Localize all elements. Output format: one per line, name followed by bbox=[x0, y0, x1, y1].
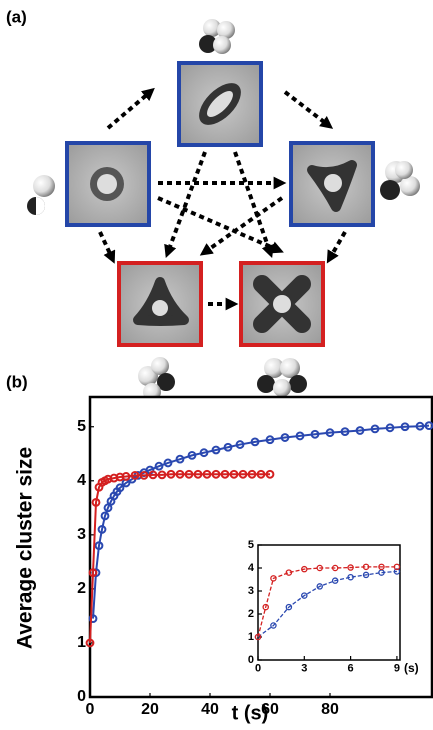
cluster bbox=[324, 174, 342, 192]
panel-label: (a) bbox=[6, 7, 27, 26]
y-axis-label: Average cluster size bbox=[14, 447, 37, 649]
x-tick-label: 6 bbox=[348, 663, 354, 675]
figure: (a) 0123450204060800123450369( bbox=[0, 0, 433, 725]
arrow bbox=[330, 232, 345, 258]
x-tick-label: 20 bbox=[141, 701, 159, 718]
y-tick-label: 5 bbox=[248, 539, 254, 551]
plot-area bbox=[258, 545, 400, 660]
x-tick-label: 0 bbox=[255, 663, 261, 675]
y-tick-label: 2 bbox=[77, 580, 86, 597]
x-tick-label: 0 bbox=[86, 701, 95, 718]
x-tick-label: 3 bbox=[301, 663, 307, 675]
x-axis-label: t (s) bbox=[232, 702, 269, 724]
arrow bbox=[168, 152, 205, 252]
arrow bbox=[285, 92, 328, 125]
y-tick-label: 1 bbox=[248, 631, 254, 643]
y-tick-label: 5 bbox=[77, 418, 86, 435]
y-tick-label: 3 bbox=[77, 526, 86, 543]
cluster bbox=[273, 295, 291, 313]
y-tick-label: 2 bbox=[248, 608, 254, 620]
y-tick-label: 4 bbox=[248, 562, 255, 574]
y-tick-label: 1 bbox=[77, 634, 86, 651]
cluster bbox=[152, 300, 168, 316]
cluster bbox=[97, 174, 117, 194]
arrow bbox=[100, 232, 112, 258]
x-tick-label: 80 bbox=[321, 701, 339, 718]
x-tick-label: 40 bbox=[201, 701, 219, 718]
x-tick-label: 9 bbox=[394, 663, 400, 675]
arrow bbox=[108, 92, 150, 128]
panel-label: (b) bbox=[6, 372, 28, 391]
page: {"panel_a": {"label": "(a)"}, "chart_dat… bbox=[0, 0, 433, 725]
y-tick-label: 0 bbox=[248, 654, 254, 666]
y-tick-label: 4 bbox=[77, 472, 86, 489]
y-tick-label: 3 bbox=[248, 585, 254, 597]
x-axis-label: (s) bbox=[404, 661, 419, 675]
